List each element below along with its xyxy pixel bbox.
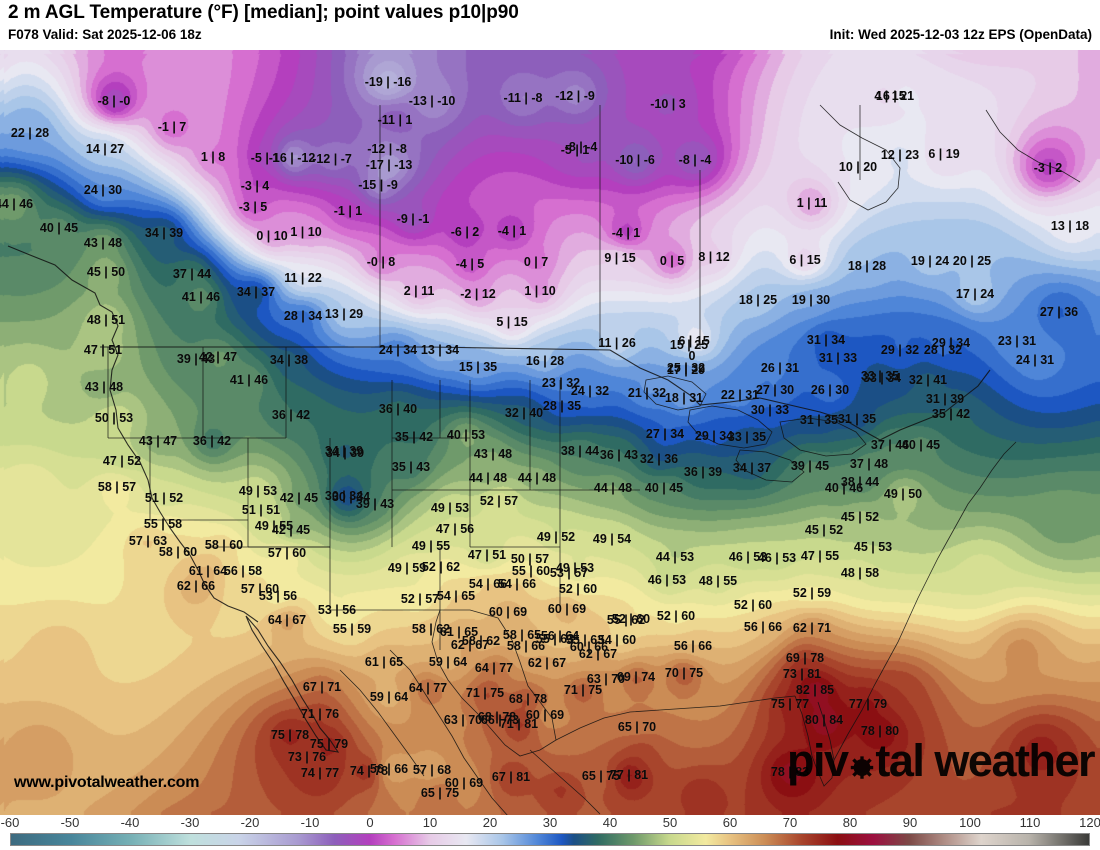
colorbar-tick: 40 — [602, 815, 618, 830]
colorbar-tick: 30 — [542, 815, 558, 830]
boundary-line — [833, 441, 1017, 761]
boundary-line — [735, 449, 805, 483]
boundary-line — [245, 615, 340, 753]
page-title: 2 m AGL Temperature (°F) [median]; point… — [8, 2, 519, 23]
colorbar-gradient[interactable] — [10, 833, 1090, 846]
colorbar-tick: 70 — [782, 815, 798, 830]
valid-time-label: F078 Valid: Sat 2025-12-06 18z — [8, 27, 202, 42]
colorbar-tick: -20 — [240, 815, 260, 830]
boundary-line — [431, 609, 557, 757]
colorbar-tick: -50 — [60, 815, 80, 830]
boundary-line — [643, 375, 707, 411]
colorbar-tick: -40 — [120, 815, 140, 830]
boundary-line — [609, 349, 991, 441]
header-bar: 2 m AGL Temperature (°F) [median]; point… — [0, 0, 1100, 50]
colorbar-tick: 60 — [722, 815, 738, 830]
watermark-suffix: tal weather — [875, 735, 1095, 786]
boundary-line — [7, 245, 259, 623]
temperature-raster — [0, 50, 1100, 815]
boundary-line — [529, 749, 601, 815]
colorbar-tick: -10 — [300, 815, 320, 830]
colorbar-tick: -30 — [180, 815, 200, 830]
map-boundaries-overlay — [7, 104, 1081, 815]
colorbar-tick: 120 — [1079, 815, 1100, 830]
pivotal-weather-watermark: piv — [786, 735, 1096, 786]
site-url-label: www.pivotalweather.com — [14, 774, 200, 791]
colorbar-tick: 110 — [1019, 815, 1041, 830]
colorbar-tick: 80 — [842, 815, 858, 830]
colorbar-tick-labels: -60 -50 -40 -30 -20 -10 0 10 20 30 40 50 60 70 80 90 100… — [0, 815, 1100, 833]
colorbar-tick: 50 — [662, 815, 678, 830]
boundary-line — [779, 417, 867, 457]
colorbar-tick: 100 — [959, 815, 981, 830]
boundary-line — [389, 649, 508, 815]
init-time-label: Init: Wed 2025-12-03 12z EPS (OpenData) — [829, 27, 1092, 42]
colorbar-tick: -60 — [0, 815, 20, 830]
boundary-line — [985, 109, 1081, 183]
colorbar-tick: 20 — [482, 815, 498, 830]
boundary-line — [819, 104, 901, 211]
gear-icon — [848, 738, 876, 783]
boundary-line — [555, 695, 796, 741]
boundary-line — [794, 695, 835, 787]
colorbar-tick: 0 — [366, 815, 374, 830]
colorbar-panel: -60 -50 -40 -30 -20 -10 0 10 20 30 40 50 60 70 80 90 100… — [0, 815, 1100, 850]
colorbar-tick: 10 — [422, 815, 438, 830]
colorbar-tick: 90 — [902, 815, 918, 830]
boundary-line — [687, 405, 773, 449]
boundary-line — [339, 669, 425, 777]
boundary-line — [100, 346, 611, 351]
watermark-prefix: piv — [786, 735, 849, 786]
